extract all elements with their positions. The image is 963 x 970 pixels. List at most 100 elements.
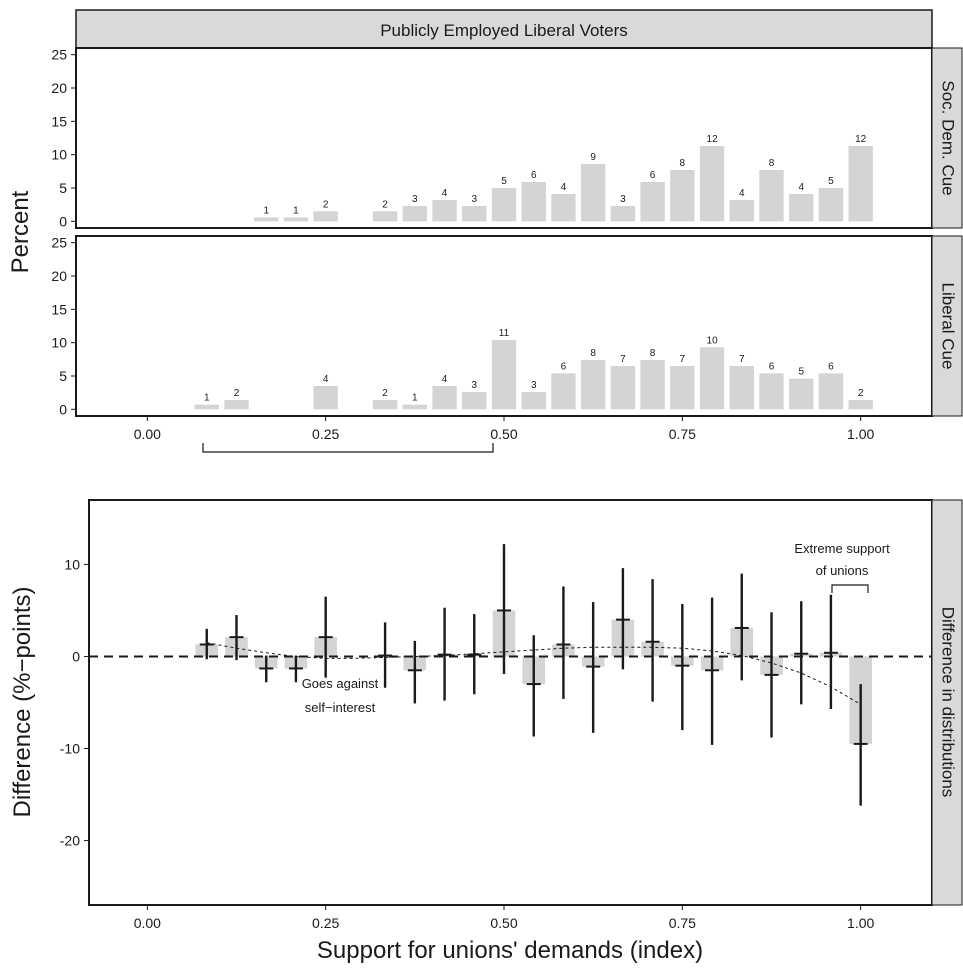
bar (580, 164, 606, 222)
bar-value-label: 1 (263, 205, 269, 216)
bar-value-label: 1 (204, 393, 210, 404)
panel-difference: -20 -10 0 10 0.00 0.25 0.50 0.75 1.00 (60, 544, 932, 931)
liberal-strip (931, 235, 963, 417)
bar-value-label: 9 (590, 152, 596, 163)
bar-value-label: 7 (620, 354, 626, 365)
bar-value-label: 8 (650, 348, 656, 359)
bar-value-label: 2 (382, 388, 388, 399)
y-tick-label: 5 (59, 180, 67, 196)
bar-value-label: 3 (531, 380, 537, 391)
bar-value-label: 4 (323, 374, 329, 385)
liberal-strip-label: Liberal Cue (939, 283, 958, 370)
bar (640, 182, 665, 222)
bar-value-label: 3 (620, 194, 626, 205)
bar (521, 182, 546, 222)
bar-value-label: 4 (442, 374, 448, 385)
bar-value-label: 6 (531, 170, 537, 181)
extreme-support-bracket (831, 584, 869, 593)
y-axis-title-percent: Percent (7, 190, 34, 273)
y-tick-label: 10 (51, 335, 67, 351)
bar-value-label: 3 (471, 194, 477, 205)
bar (491, 340, 517, 410)
bar (699, 347, 725, 410)
bar (848, 400, 873, 410)
bar-value-label: 12 (855, 134, 867, 145)
y-tick-label: 25 (51, 235, 67, 251)
bar (759, 170, 784, 222)
x-axis-title: Support for unions' demands (index) (317, 937, 703, 964)
bar-value-label: 8 (769, 158, 775, 169)
annotation-self-interest: self−interest (305, 700, 376, 715)
panel-liberal: 0 5 10 15 20 25 1 2 4 2 1 4 3 11 3 6 8 7 8 7 10 7 6 5 6 2 0.00 0.25… (51, 235, 874, 442)
bar (551, 194, 576, 222)
smooth-trend-line (206, 642, 861, 705)
bar (372, 211, 398, 222)
difference-strip (931, 499, 963, 906)
bar (640, 360, 665, 410)
bar (670, 366, 695, 410)
bar-value-label: 4 (798, 182, 804, 193)
x-tick-label: 1.00 (847, 915, 874, 931)
bar (462, 206, 487, 222)
bar (313, 211, 338, 222)
bar (610, 206, 636, 222)
bar (729, 366, 754, 410)
self-interest-bracket (202, 443, 494, 453)
bar-value-label: 12 (707, 134, 719, 145)
bar-value-label: 2 (382, 199, 388, 210)
bar-value-label: 8 (590, 348, 596, 359)
y-tick-label: 15 (51, 301, 67, 317)
bar-value-label: 6 (561, 361, 567, 372)
bar-value-label: 5 (501, 176, 507, 187)
y-tick-label: -10 (60, 741, 80, 757)
x-tick-label: 0.25 (312, 915, 339, 931)
y-tick-label: 15 (51, 113, 67, 129)
bar (818, 188, 844, 222)
y-tick-label: 5 (59, 368, 67, 384)
bar (729, 200, 754, 222)
bar-value-label: 10 (707, 335, 719, 346)
bar (194, 404, 219, 410)
bar-value-label: 6 (828, 361, 834, 372)
bar-value-label: 7 (739, 354, 745, 365)
bar-value-label: 4 (442, 188, 448, 199)
bar (402, 404, 428, 410)
bar (848, 146, 873, 222)
panel-difference-border (88, 499, 933, 906)
x-tick-label: 1.00 (847, 426, 874, 442)
top-strip-label: Publicly Employed Liberal Voters (380, 21, 628, 40)
bar-value-label: 4 (561, 182, 567, 193)
bar (224, 400, 249, 410)
bar (789, 194, 814, 222)
top-strip (75, 9, 933, 49)
annotation-goes-against: Goes against (302, 676, 379, 691)
bar (699, 146, 725, 222)
bar (254, 217, 279, 222)
bar-value-label: 5 (798, 367, 804, 378)
bar (432, 386, 457, 410)
bar (402, 206, 428, 222)
y-tick-label: 0 (59, 401, 67, 417)
bar-value-label: 11 (499, 328, 510, 339)
y-tick-label: 25 (51, 47, 67, 63)
bar (372, 400, 398, 410)
bar (313, 386, 338, 410)
y-tick-label: 20 (51, 80, 67, 96)
x-tick-label: 0.75 (669, 915, 696, 931)
bar-value-label: 2 (323, 199, 329, 210)
annotation-of-unions: of unions (816, 563, 869, 578)
difference-strip-label: Difference in distributions (939, 607, 958, 798)
x-tick-label: 0.75 (669, 426, 696, 442)
y-tick-label: 10 (51, 147, 67, 163)
bar (610, 366, 636, 410)
bar (432, 200, 457, 222)
bar (521, 392, 546, 410)
bar-value-label: 6 (769, 361, 775, 372)
x-tick-label: 0.25 (312, 426, 339, 442)
bar-value-label: 2 (858, 388, 864, 399)
y-tick-label: -20 (60, 833, 80, 849)
x-tick-label: 0.00 (134, 426, 161, 442)
bar-value-label: 4 (739, 188, 745, 199)
